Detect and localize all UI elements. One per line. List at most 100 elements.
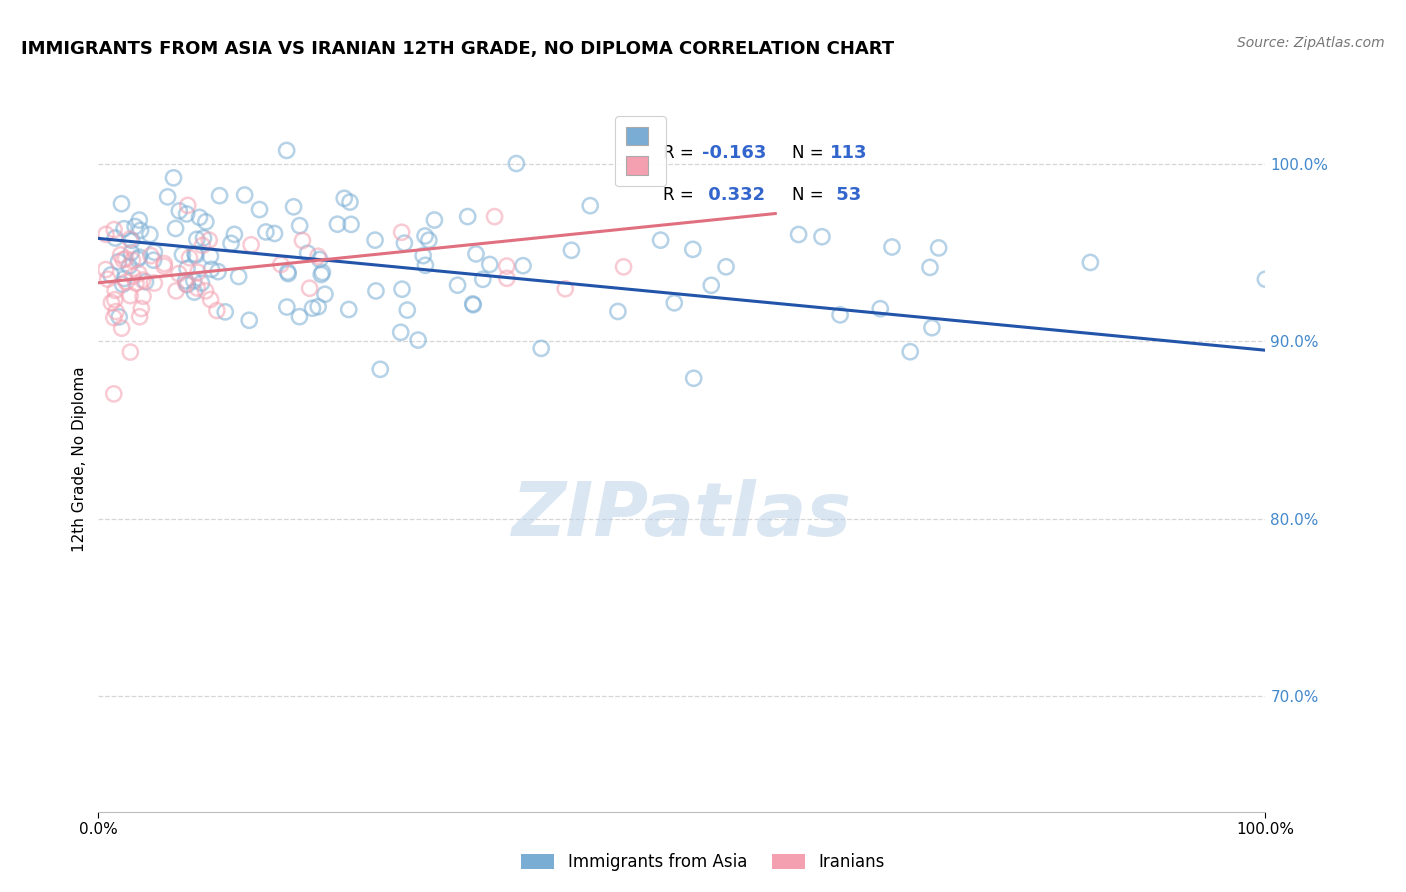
Point bbox=[100, 295, 122, 310]
Point bbox=[174, 277, 197, 291]
Point bbox=[560, 244, 582, 258]
Point bbox=[219, 236, 242, 251]
Point bbox=[188, 211, 211, 225]
Point bbox=[200, 262, 222, 277]
Point bbox=[128, 310, 150, 324]
Point bbox=[127, 252, 149, 266]
Point bbox=[120, 345, 142, 359]
Point bbox=[183, 274, 205, 288]
Point bbox=[176, 261, 198, 276]
Point bbox=[190, 276, 212, 290]
Text: N =: N = bbox=[792, 144, 824, 161]
Point bbox=[122, 269, 145, 284]
Point bbox=[153, 257, 176, 271]
Point bbox=[132, 273, 155, 287]
Point bbox=[394, 236, 416, 251]
Point bbox=[869, 301, 891, 316]
Point bbox=[412, 249, 434, 263]
Point bbox=[898, 344, 921, 359]
Point bbox=[700, 278, 723, 293]
Point bbox=[165, 221, 187, 235]
Point bbox=[110, 196, 132, 211]
Point bbox=[463, 298, 485, 312]
Point bbox=[465, 247, 488, 261]
Text: IMMIGRANTS FROM ASIA VS IRANIAN 12TH GRADE, NO DIPLOMA CORRELATION CHART: IMMIGRANTS FROM ASIA VS IRANIAN 12TH GRA… bbox=[21, 40, 894, 58]
Point bbox=[606, 304, 628, 318]
Point bbox=[391, 282, 413, 296]
Point bbox=[114, 252, 136, 266]
Point bbox=[142, 253, 165, 268]
Point bbox=[118, 232, 141, 246]
Point bbox=[309, 268, 332, 282]
Point bbox=[128, 213, 150, 227]
Point bbox=[297, 246, 319, 260]
Point bbox=[172, 248, 194, 262]
Point bbox=[94, 262, 117, 277]
Text: 53: 53 bbox=[830, 186, 862, 204]
Point bbox=[174, 274, 197, 288]
Point bbox=[104, 293, 127, 307]
Point bbox=[176, 207, 198, 221]
Point bbox=[191, 238, 214, 252]
Point bbox=[682, 371, 704, 385]
Point bbox=[928, 241, 950, 255]
Text: R =: R = bbox=[664, 186, 695, 204]
Point bbox=[288, 310, 311, 324]
Point bbox=[415, 258, 437, 272]
Text: Source: ZipAtlas.com: Source: ZipAtlas.com bbox=[1237, 36, 1385, 50]
Text: N =: N = bbox=[792, 186, 824, 204]
Point bbox=[288, 219, 311, 233]
Point bbox=[233, 188, 256, 202]
Point bbox=[103, 222, 125, 236]
Point bbox=[423, 213, 446, 227]
Point bbox=[112, 271, 135, 285]
Point bbox=[263, 227, 285, 241]
Point bbox=[283, 200, 305, 214]
Point bbox=[143, 245, 166, 260]
Point bbox=[787, 227, 810, 242]
Point bbox=[156, 190, 179, 204]
Point bbox=[391, 225, 413, 239]
Point bbox=[176, 277, 198, 292]
Point bbox=[169, 203, 191, 218]
Point bbox=[554, 282, 576, 296]
Point bbox=[103, 387, 125, 401]
Text: ZIPatlas: ZIPatlas bbox=[512, 479, 852, 552]
Point bbox=[478, 257, 501, 271]
Point bbox=[107, 254, 129, 268]
Point bbox=[461, 297, 484, 311]
Point bbox=[228, 269, 250, 284]
Point bbox=[276, 300, 298, 314]
Point bbox=[368, 362, 391, 376]
Point bbox=[413, 229, 436, 244]
Legend: Immigrants from Asia, Iranians: Immigrants from Asia, Iranians bbox=[513, 845, 893, 880]
Point bbox=[340, 218, 363, 232]
Point bbox=[111, 277, 134, 292]
Point bbox=[828, 308, 851, 322]
Point bbox=[207, 265, 229, 279]
Point bbox=[214, 305, 236, 319]
Point bbox=[714, 260, 737, 274]
Point bbox=[311, 265, 333, 279]
Point bbox=[120, 288, 142, 302]
Point bbox=[194, 284, 217, 298]
Point bbox=[165, 284, 187, 298]
Point bbox=[129, 223, 152, 237]
Point bbox=[512, 259, 534, 273]
Point bbox=[471, 272, 494, 286]
Point bbox=[254, 225, 277, 239]
Point bbox=[249, 202, 271, 217]
Legend: , : , bbox=[614, 116, 665, 186]
Point bbox=[112, 252, 135, 267]
Point bbox=[179, 251, 201, 265]
Point bbox=[314, 287, 336, 301]
Point bbox=[277, 267, 299, 281]
Point bbox=[208, 188, 231, 202]
Text: 0.332: 0.332 bbox=[702, 186, 765, 204]
Point bbox=[664, 295, 686, 310]
Point bbox=[115, 275, 138, 289]
Point bbox=[301, 301, 323, 316]
Point bbox=[111, 321, 134, 335]
Point bbox=[94, 227, 117, 242]
Point bbox=[811, 229, 834, 244]
